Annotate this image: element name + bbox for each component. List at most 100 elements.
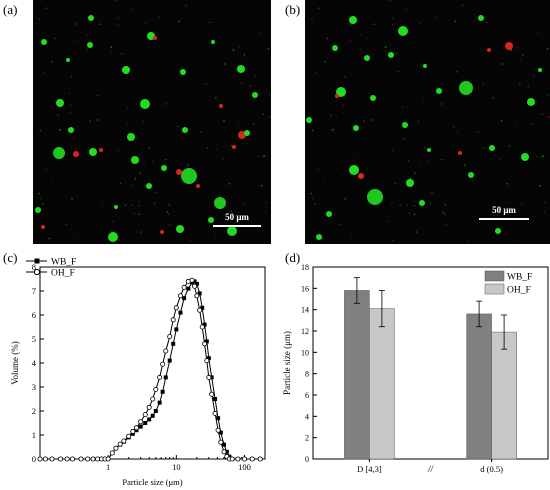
noise-dot	[105, 190, 107, 192]
noise-dot	[257, 155, 260, 158]
noise-dot	[541, 155, 544, 158]
noise-dot	[242, 58, 244, 60]
noise-dot	[150, 239, 152, 241]
noise-dot	[336, 167, 338, 170]
noise-dot	[246, 191, 248, 192]
data-point-WB_F	[206, 356, 211, 361]
data-point-WB_F	[197, 291, 202, 296]
red-particle	[73, 151, 79, 157]
noise-dot	[172, 215, 174, 217]
y-tick-label: 5	[32, 334, 36, 344]
green-particle	[88, 15, 94, 21]
data-point-OH_F	[150, 396, 156, 402]
noise-dot	[173, 108, 175, 110]
y-tick-label: 10	[301, 348, 309, 357]
noise-dot	[330, 114, 332, 116]
bar-OH_F	[491, 331, 517, 460]
data-point-OH_F	[249, 456, 255, 462]
noise-dot	[230, 144, 233, 147]
data-point-WB_F	[153, 409, 158, 413]
category-label: D [4,3]	[357, 464, 382, 474]
y-tick-label: 8	[32, 262, 36, 272]
legend-label-OH_F: OH_F	[507, 286, 531, 296]
noise-dot	[453, 125, 455, 128]
noise-dot	[232, 49, 235, 51]
green-particle	[436, 88, 442, 94]
noise-dot	[228, 182, 231, 185]
red-particle	[196, 184, 200, 188]
noise-dot	[117, 23, 119, 26]
noise-dot	[359, 34, 362, 36]
data-point-WB_F	[213, 397, 218, 401]
data-point-WB_F	[174, 327, 179, 332]
data-point-WB_F	[224, 449, 229, 454]
green-particle	[427, 148, 431, 152]
noise-dot	[116, 202, 118, 205]
noise-dot	[547, 94, 550, 96]
noise-dot	[461, 4, 464, 7]
noise-dot	[39, 129, 42, 132]
chart-c-frame	[39, 266, 266, 460]
noise-dot	[138, 213, 141, 216]
noise-dot	[268, 116, 271, 119]
noise-dot	[88, 217, 90, 219]
noise-dot	[399, 204, 401, 207]
green-particle	[56, 99, 64, 107]
data-point-WB_F	[182, 296, 187, 301]
noise-dot	[429, 202, 431, 204]
noise-dot	[43, 71, 45, 73]
noise-dot	[537, 243, 539, 244]
noise-dot	[97, 95, 99, 97]
noise-dot	[466, 240, 468, 242]
noise-dot	[240, 82, 243, 85]
red-particle	[505, 42, 513, 50]
green-particle	[87, 42, 93, 48]
noise-dot	[324, 176, 325, 178]
y-axis-label: Volume (%)	[10, 341, 20, 385]
noise-dot	[473, 21, 475, 23]
noise-dot	[414, 154, 416, 156]
data-point-OH_F	[121, 438, 127, 444]
noise-dot	[543, 211, 546, 213]
noise-dot	[214, 237, 217, 239]
data-point-OH_F	[199, 324, 205, 330]
noise-dot	[51, 176, 53, 178]
y-tick-label: 0	[32, 454, 36, 464]
data-point-WB_F	[216, 416, 221, 421]
green-particle	[131, 156, 139, 164]
noise-dot	[348, 23, 351, 25]
data-point-OH_F	[113, 445, 119, 451]
noise-dot	[439, 103, 442, 105]
noise-dot	[394, 182, 396, 185]
noise-dot	[131, 8, 133, 10]
noise-dot	[373, 23, 376, 26]
noise-dot	[406, 105, 408, 107]
noise-dot	[117, 150, 120, 152]
noise-dot	[541, 113, 543, 115]
data-point-OH_F	[229, 456, 235, 462]
noise-dot	[196, 181, 197, 183]
y-tick-label: 18	[301, 263, 309, 272]
legend-marker-WB_F	[34, 258, 40, 264]
noise-dot	[419, 22, 422, 25]
noise-dot	[215, 97, 217, 99]
noise-dot	[189, 240, 192, 242]
noise-dot	[110, 45, 113, 48]
green-particle	[41, 39, 47, 45]
green-particle	[349, 16, 357, 24]
data-point-OH_F	[160, 361, 166, 367]
noise-dot	[48, 237, 51, 240]
noise-dot	[258, 32, 261, 34]
noise-dot	[524, 191, 526, 192]
noise-dot	[131, 204, 133, 206]
data-point-OH_F	[173, 305, 179, 311]
noise-dot	[315, 71, 317, 73]
noise-dot	[121, 53, 123, 55]
noise-dot	[362, 74, 364, 76]
scalebar-b-label: 50 μm	[492, 205, 516, 215]
noise-dot	[142, 120, 144, 123]
noise-dot	[500, 119, 503, 122]
x-tick-label: 10	[172, 462, 181, 472]
data-point-OH_F	[212, 410, 218, 416]
x-tick-label: 1	[106, 462, 110, 472]
